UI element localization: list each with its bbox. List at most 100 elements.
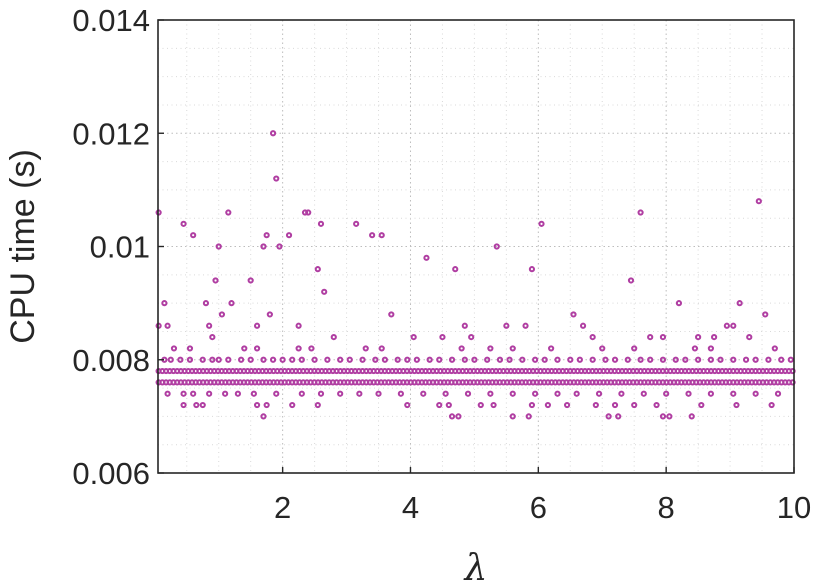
data-point bbox=[637, 356, 644, 363]
data-point bbox=[733, 401, 740, 409]
x-tick-label: 10 bbox=[777, 490, 811, 525]
data-point bbox=[672, 356, 679, 363]
data-point bbox=[263, 401, 270, 409]
data-point bbox=[637, 209, 644, 216]
data-point bbox=[589, 334, 596, 341]
data-point bbox=[253, 345, 261, 352]
data-point bbox=[353, 220, 360, 227]
data-point bbox=[413, 356, 420, 363]
data-point bbox=[285, 232, 293, 239]
data-point bbox=[493, 243, 500, 250]
data-point bbox=[567, 356, 574, 363]
data-point bbox=[212, 277, 219, 284]
data-point bbox=[423, 254, 430, 261]
x-tick-label: 2 bbox=[274, 490, 291, 525]
data-point bbox=[193, 401, 200, 409]
data-point bbox=[241, 345, 248, 352]
data-point bbox=[260, 413, 267, 420]
data-point bbox=[356, 390, 363, 397]
data-point bbox=[238, 356, 245, 363]
x-axis-label: λ bbox=[463, 548, 488, 581]
data-point bbox=[420, 390, 427, 397]
y-tick-label: 0.006 bbox=[72, 456, 150, 491]
data-point bbox=[695, 356, 702, 363]
data-point bbox=[404, 356, 411, 363]
data-point bbox=[279, 356, 286, 363]
data-point bbox=[548, 345, 555, 352]
data-point bbox=[206, 390, 213, 397]
data-point bbox=[225, 209, 232, 216]
data-point bbox=[573, 390, 580, 397]
data-point bbox=[247, 277, 254, 284]
data-point bbox=[439, 334, 446, 341]
data-point bbox=[314, 266, 321, 273]
data-point bbox=[209, 334, 216, 341]
data-point bbox=[730, 356, 737, 363]
data-point bbox=[755, 198, 762, 205]
data-point bbox=[685, 390, 692, 397]
data-point bbox=[253, 322, 261, 329]
data-point bbox=[461, 356, 468, 363]
data-point bbox=[394, 356, 401, 363]
data-point bbox=[372, 356, 379, 363]
data-point bbox=[528, 401, 536, 409]
data-point bbox=[337, 356, 344, 363]
x-tick-label: 8 bbox=[658, 490, 675, 525]
data-point bbox=[659, 413, 667, 420]
data-point bbox=[471, 356, 478, 363]
data-point bbox=[707, 345, 715, 352]
data-point bbox=[570, 311, 577, 318]
data-point bbox=[359, 356, 366, 363]
data-point bbox=[167, 356, 174, 363]
data-point bbox=[631, 345, 638, 352]
data-point bbox=[647, 356, 654, 363]
data-point bbox=[765, 356, 772, 363]
x-tick-label: 4 bbox=[402, 490, 419, 525]
data-point bbox=[190, 390, 197, 397]
data-point bbox=[266, 311, 273, 318]
data-point bbox=[369, 232, 376, 239]
data-point bbox=[455, 413, 462, 420]
data-point bbox=[269, 356, 277, 363]
data-point bbox=[199, 356, 206, 363]
data-point bbox=[298, 356, 305, 363]
data-point bbox=[723, 322, 730, 329]
data-point bbox=[308, 345, 315, 352]
data-point bbox=[477, 401, 484, 409]
data-point bbox=[317, 390, 325, 397]
data-point bbox=[324, 356, 331, 363]
data-point bbox=[337, 390, 344, 397]
data-point bbox=[314, 401, 321, 409]
data-point bbox=[234, 390, 241, 397]
data-point bbox=[487, 345, 494, 352]
data-point bbox=[503, 322, 510, 329]
data-point bbox=[563, 401, 571, 409]
data-point bbox=[375, 390, 382, 397]
data-point bbox=[410, 334, 417, 341]
x-tick-label: 6 bbox=[530, 490, 547, 525]
data-point bbox=[746, 334, 753, 341]
data-point bbox=[631, 401, 638, 409]
data-point bbox=[659, 356, 667, 363]
data-point bbox=[426, 356, 433, 363]
data-point bbox=[541, 356, 548, 363]
data-point bbox=[186, 356, 194, 363]
data-point bbox=[611, 356, 619, 363]
data-point bbox=[381, 356, 389, 363]
data-point bbox=[624, 356, 631, 363]
data-point bbox=[787, 356, 794, 363]
data-point bbox=[436, 356, 443, 363]
y-tick-label: 0.014 bbox=[72, 3, 150, 38]
data-point bbox=[298, 390, 305, 397]
data-point bbox=[768, 401, 775, 409]
data-point bbox=[397, 390, 404, 397]
data-point bbox=[618, 390, 625, 397]
data-point bbox=[576, 356, 583, 363]
data-point bbox=[532, 390, 539, 397]
data-point bbox=[525, 413, 532, 420]
data-point bbox=[362, 345, 369, 352]
data-point bbox=[461, 322, 468, 329]
data-point bbox=[736, 300, 743, 307]
data-point bbox=[509, 390, 516, 397]
data-point bbox=[595, 390, 603, 397]
